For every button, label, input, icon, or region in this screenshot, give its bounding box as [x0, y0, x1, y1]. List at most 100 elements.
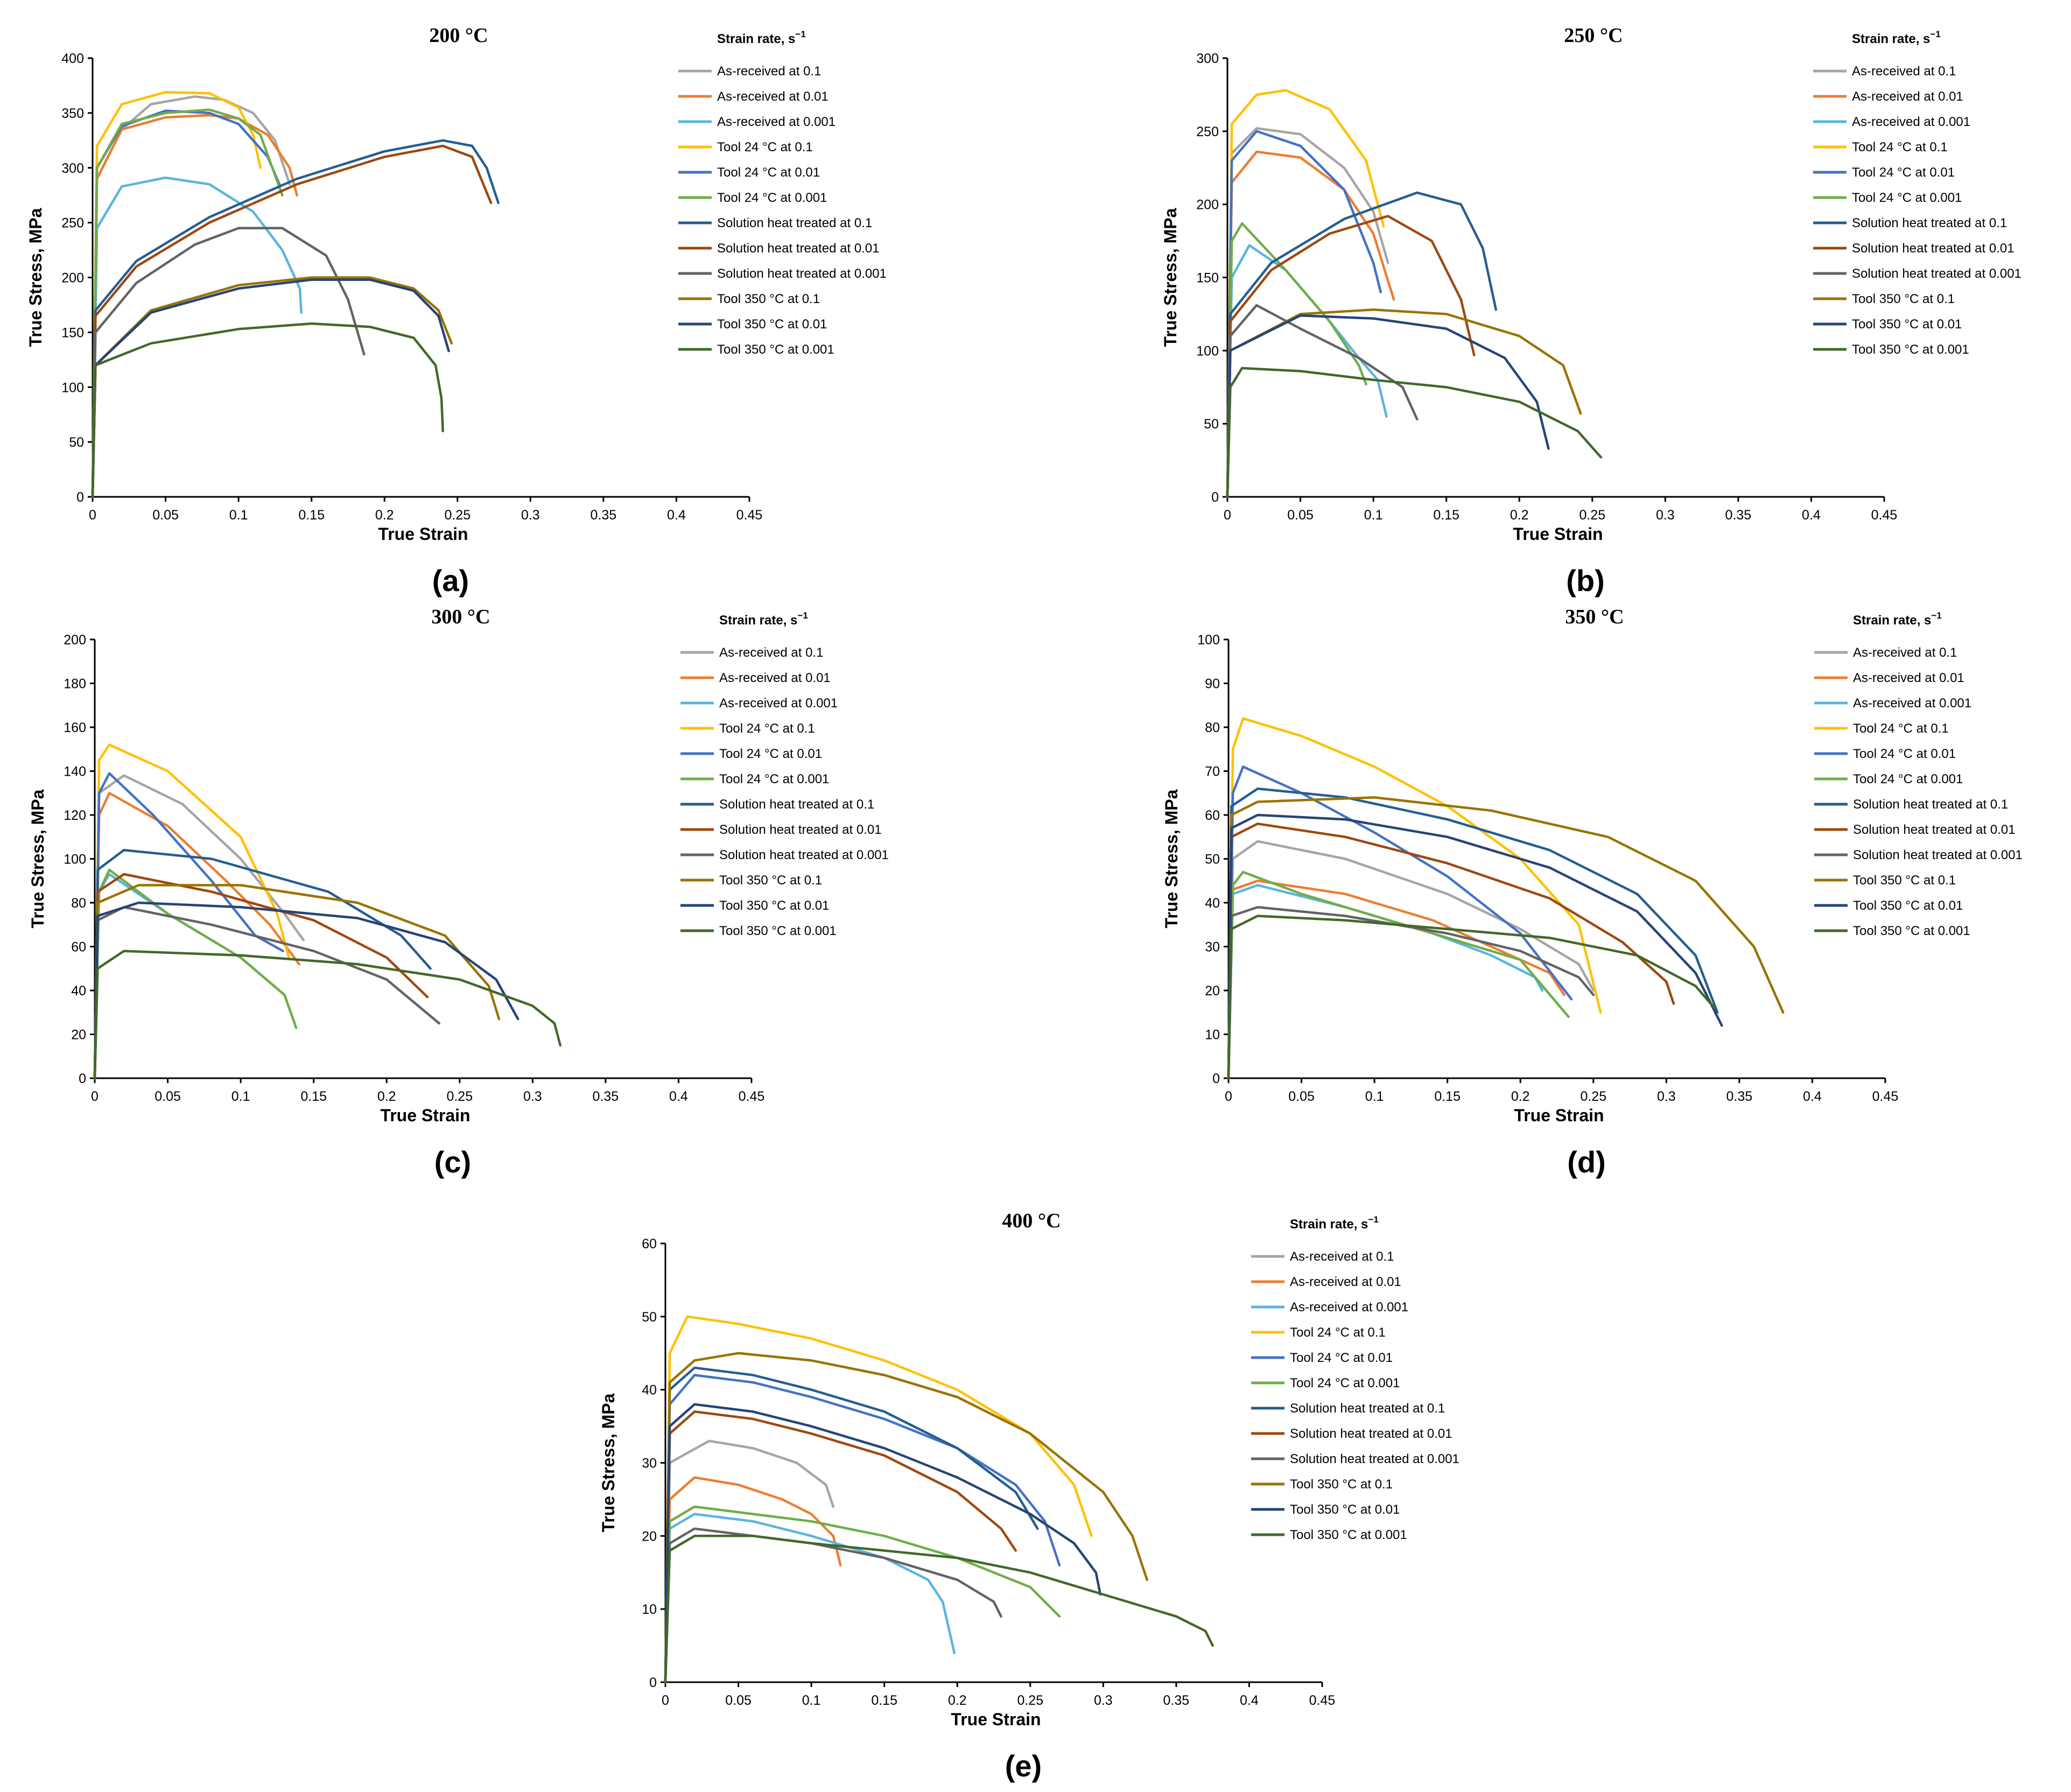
- legend: Strain rate, s−1 As-received at 0.1 As-rec…: [680, 610, 889, 938]
- legend-title-text: Strain rate, s: [1853, 613, 1931, 628]
- series-line: [664, 1315, 1093, 1684]
- legend-label: Tool 350 °C at 0.001: [717, 342, 834, 357]
- y-tick-label: 0: [79, 1071, 86, 1086]
- x-axis-title: True Strain: [1513, 524, 1603, 544]
- series-line: [664, 1535, 1214, 1684]
- series-line: [1226, 130, 1382, 498]
- y-tick-label: 30: [1205, 940, 1220, 955]
- x-tick-label: 0.45: [736, 508, 763, 523]
- y-tick-label: 150: [61, 325, 84, 340]
- series-line: [1226, 191, 1498, 498]
- y-tick-label: 100: [61, 380, 84, 395]
- series-line: [91, 227, 366, 498]
- series-line: [91, 90, 262, 498]
- series-line: [93, 950, 562, 1080]
- y-tick-label: 100: [1197, 633, 1220, 648]
- x-tick-label: 0.1: [229, 508, 248, 523]
- y-tick-label: 10: [642, 1602, 657, 1617]
- legend-label: As-received at 0.001: [1852, 115, 1970, 129]
- series-line: [664, 1374, 1061, 1684]
- y-tick-label: 200: [61, 271, 84, 286]
- legend-label: As-received at 0.001: [717, 115, 836, 129]
- x-tick-label: 0.45: [1309, 1693, 1336, 1708]
- y-tick-label: 250: [61, 216, 84, 231]
- legend-label: As-received at 0.001: [1290, 1300, 1408, 1315]
- y-axis-title: True Stress, MPa: [26, 208, 45, 347]
- legend-label: Tool 24 °C at 0.001: [1852, 191, 1962, 205]
- series-line: [664, 1439, 835, 1684]
- x-tick-label: 0.1: [1364, 508, 1383, 523]
- legend-label: As-received at 0.001: [719, 696, 838, 711]
- legend-label: Solution heat treated at 0.1: [1853, 797, 2008, 812]
- x-tick-label: 0.35: [593, 1089, 619, 1104]
- y-tick-label: 50: [1204, 417, 1219, 432]
- x-tick-label: 0.3: [523, 1089, 542, 1104]
- series-line: [91, 278, 450, 498]
- series-line: [1227, 870, 1570, 1080]
- legend-label: As-received at 0.01: [1853, 671, 1964, 685]
- legend-label: Tool 24 °C at 0.1: [717, 140, 813, 154]
- legend-label: Tool 350 °C at 0.01: [1290, 1502, 1400, 1517]
- legend-title-exponent: −1: [795, 29, 805, 39]
- panel-label: (c): [434, 1145, 471, 1179]
- y-tick-label: 50: [1205, 852, 1220, 867]
- legend-label: Tool 350 °C at 0.1: [717, 292, 820, 306]
- series-line: [91, 139, 500, 498]
- y-tick-label: 40: [642, 1383, 657, 1398]
- y-tick-label: 30: [642, 1456, 657, 1471]
- x-tick-label: 0.1: [802, 1693, 821, 1708]
- legend-label: Tool 350 °C at 0.001: [1852, 342, 1969, 357]
- legend-label: Tool 24 °C at 0.01: [1852, 165, 1955, 180]
- legend-label: Tool 350 °C at 0.01: [717, 317, 827, 332]
- y-tick-label: 150: [1196, 271, 1219, 286]
- legend-label: As-received at 0.1: [1853, 645, 1957, 660]
- legend-label: As-received at 0.1: [717, 64, 821, 79]
- series-line: [91, 108, 284, 498]
- x-tick-label: 0.15: [1434, 1089, 1461, 1104]
- y-axis-title: True Stress, MPa: [1161, 208, 1180, 347]
- y-tick-label: 350: [61, 106, 84, 121]
- legend: Strain rate, s−1 As-received at 0.1 As-rec…: [1251, 1214, 1459, 1542]
- x-tick-label: 0.25: [446, 1089, 473, 1104]
- x-tick-label: 0.15: [300, 1089, 327, 1104]
- chart-panel: 0 10 20 30 40 50 60 0 0.05 0.1 0.15 0.2 0.25 0.3 0.35 0…: [599, 1210, 1459, 1783]
- series-line: [93, 792, 300, 1080]
- legend-label: Tool 24 °C at 0.1: [1853, 721, 1949, 736]
- legend-label: Solution heat treated at 0.001: [1852, 266, 2021, 281]
- legend-label: As-received at 0.01: [717, 89, 829, 104]
- panel-label: (b): [1566, 564, 1605, 598]
- y-tick-label: 0: [1212, 1071, 1220, 1086]
- y-tick-label: 20: [71, 1028, 86, 1043]
- legend-title-text: Strain rate, s: [719, 613, 797, 628]
- chart-title: 250 °C: [1564, 24, 1623, 47]
- legend-label: Tool 350 °C at 0.1: [1290, 1477, 1393, 1492]
- x-tick-label: 0.25: [1580, 1089, 1606, 1104]
- x-tick-label: 0.1: [231, 1089, 250, 1104]
- series-line: [93, 905, 441, 1080]
- series-line: [1227, 717, 1602, 1080]
- legend-label: Tool 350 °C at 0.001: [1853, 924, 1970, 938]
- legend-title-exponent: −1: [1930, 29, 1940, 39]
- x-tick-label: 0.25: [1017, 1693, 1043, 1708]
- y-tick-label: 140: [64, 764, 86, 779]
- legend-label: As-received at 0.01: [719, 671, 831, 685]
- y-tick-label: 400: [61, 51, 84, 66]
- legend-label: As-received at 0.1: [719, 645, 823, 660]
- panel-label: (a): [432, 564, 469, 598]
- series-line: [1227, 905, 1595, 1080]
- x-tick-label: 0.3: [1656, 508, 1675, 523]
- series-line: [1227, 796, 1785, 1080]
- series-line: [664, 1403, 1102, 1684]
- y-tick-label: 40: [1205, 896, 1220, 911]
- y-tick-label: 20: [1205, 983, 1220, 999]
- legend-label: Tool 350 °C at 0.01: [1853, 898, 1963, 913]
- x-tick-label: 0.15: [298, 508, 325, 523]
- x-tick-label: 0: [89, 508, 96, 523]
- x-tick-label: 0: [662, 1693, 669, 1708]
- x-tick-label: 0.05: [725, 1693, 752, 1708]
- legend-label: Solution heat treated at 0.01: [719, 823, 882, 837]
- x-tick-label: 0.4: [1802, 508, 1821, 523]
- y-tick-label: 200: [64, 633, 86, 648]
